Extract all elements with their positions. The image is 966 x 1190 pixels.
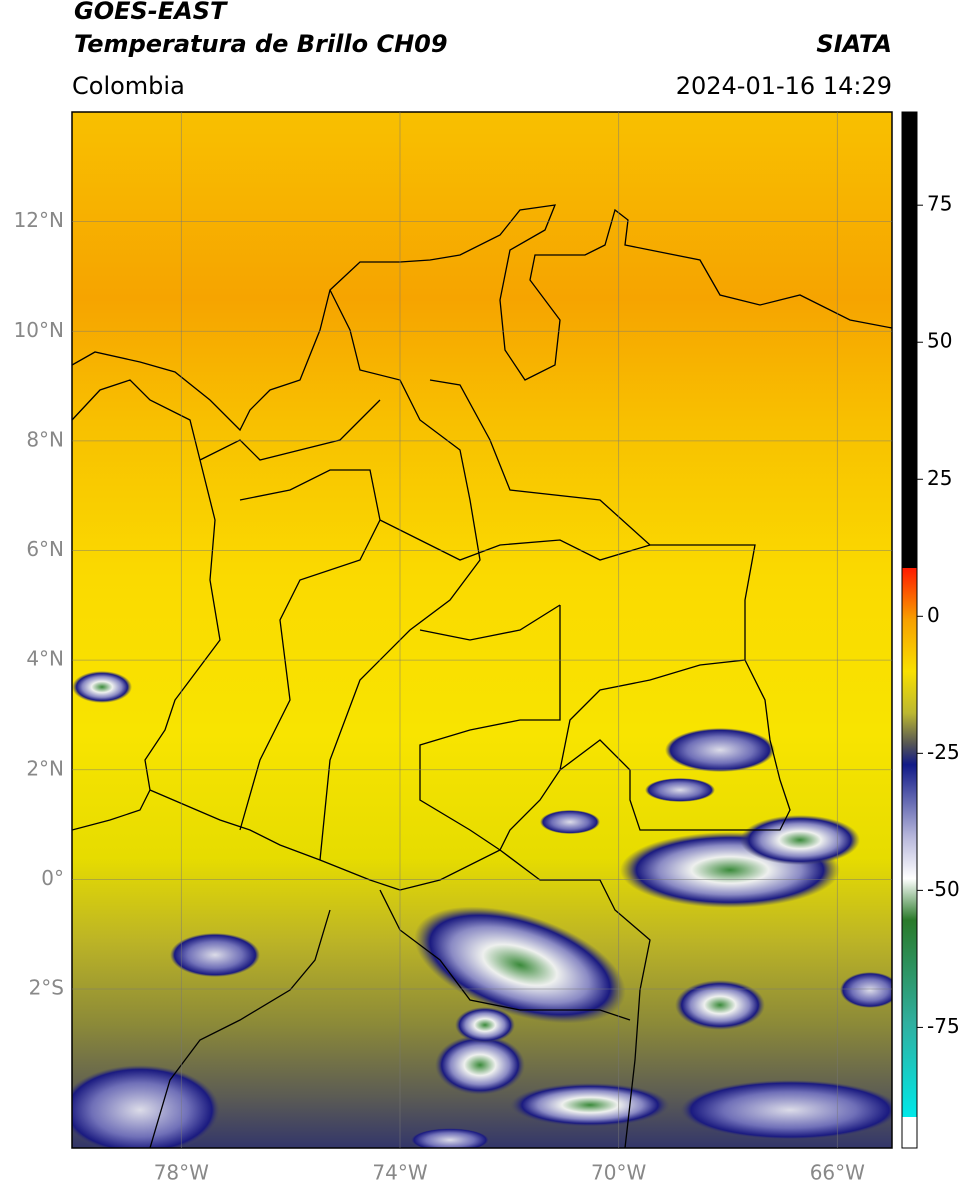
lon-tick-label: 78°W xyxy=(154,1161,209,1185)
colorbar-tick-label: 75 xyxy=(927,192,952,216)
datetime: 2024-01-16 14:29 xyxy=(676,72,892,100)
map-frame xyxy=(71,111,893,1149)
subtitle: Temperatura de Brillo CH09 xyxy=(74,30,448,58)
lon-tick-label: 70°W xyxy=(591,1161,646,1185)
lat-tick-label: 4°N xyxy=(26,647,64,671)
lon-tick-label: 66°W xyxy=(810,1161,865,1185)
clouds xyxy=(72,671,892,1148)
colorbar-tick-label: -75 xyxy=(927,1014,960,1038)
region: Colombia xyxy=(72,72,185,100)
colorbar-tick-label: 0 xyxy=(927,603,940,627)
borders xyxy=(72,204,892,1148)
colorbar-tick-label: -25 xyxy=(927,740,960,764)
lat-tick-label: 10°N xyxy=(14,318,64,342)
lat-tick-label: 2°N xyxy=(26,756,64,780)
lat-tick-label: 0° xyxy=(41,866,64,890)
map-image xyxy=(72,112,892,1148)
lon-tick-label: 74°W xyxy=(372,1161,427,1185)
lat-tick-label: 6°N xyxy=(26,537,64,561)
lat-tick-label: 8°N xyxy=(26,427,64,451)
lat-tick-label: 2°S xyxy=(29,976,64,1000)
title: GOES-EAST xyxy=(74,0,228,25)
colorbar-tick-label: 50 xyxy=(927,329,952,353)
colorbar-tick-label: -50 xyxy=(927,877,960,901)
colorbar-tick-label: 25 xyxy=(927,466,952,490)
colorbar xyxy=(901,111,918,1149)
lat-tick-label: 12°N xyxy=(14,208,64,232)
source: SIATA xyxy=(816,30,892,58)
